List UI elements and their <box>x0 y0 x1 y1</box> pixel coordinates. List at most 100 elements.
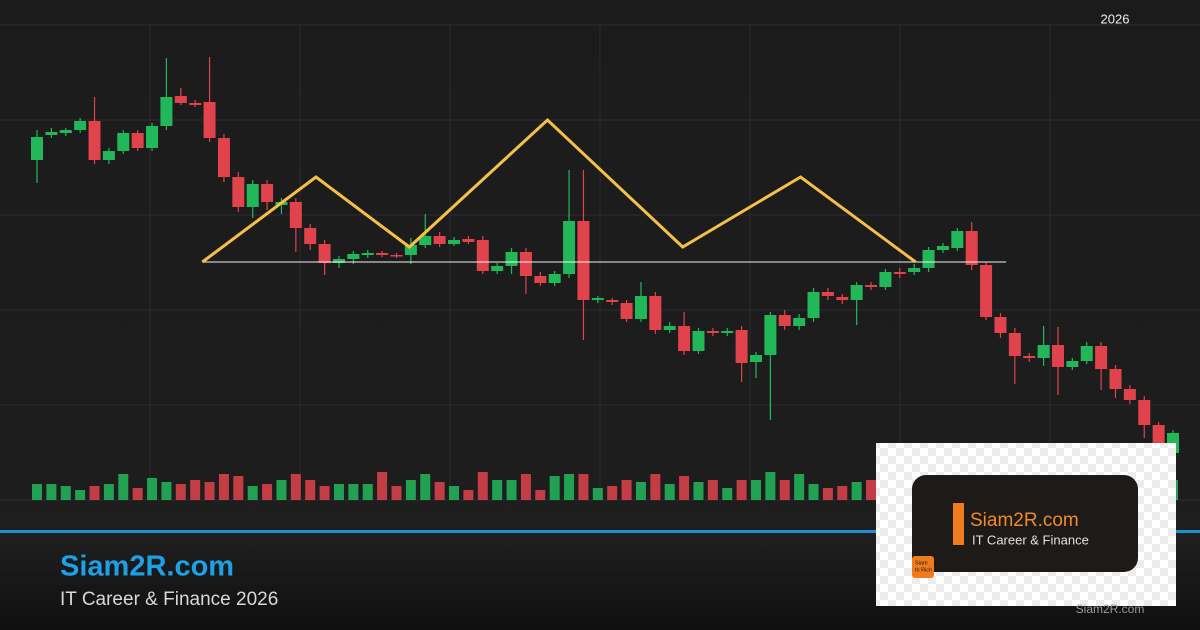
candle-body <box>74 121 87 130</box>
candle-body <box>376 253 389 255</box>
candle-body <box>189 103 202 105</box>
candle-body <box>433 236 446 244</box>
volume-bar <box>564 474 575 500</box>
volume-bar <box>32 484 42 500</box>
candle-body <box>951 231 964 248</box>
volume-bar <box>276 480 287 500</box>
volume-bar <box>607 486 618 500</box>
volume-bar <box>118 474 129 500</box>
candle-body <box>476 240 489 271</box>
volume-bar <box>463 490 474 500</box>
volume-bar <box>535 490 546 500</box>
card-logo-text: to Rich <box>915 567 932 573</box>
candle-body <box>893 272 906 274</box>
volume-bar <box>132 488 143 500</box>
volume-bar <box>492 480 503 500</box>
volume-bar <box>190 480 201 500</box>
candle-body <box>31 137 43 160</box>
candle-body <box>577 221 590 300</box>
candle-body <box>390 255 403 257</box>
candle-body <box>131 133 144 148</box>
candle-body <box>304 228 317 244</box>
candle-body <box>491 266 504 271</box>
candle-body <box>706 331 719 333</box>
candle-body <box>289 202 302 228</box>
volume-bar <box>377 472 388 500</box>
volume-bar <box>420 474 431 500</box>
brand-subtitle: IT Career & Finance 2026 <box>60 589 278 610</box>
candle-body <box>807 292 820 318</box>
volume-bar <box>319 486 330 500</box>
volume-bar <box>233 476 244 500</box>
candle-body <box>1023 356 1036 358</box>
candle-body <box>160 97 173 126</box>
volume-bar <box>60 486 71 500</box>
candle-body <box>649 296 662 330</box>
volume-bar <box>506 480 517 500</box>
candle-body <box>634 296 647 319</box>
volume-bar <box>751 480 761 500</box>
volume-bar <box>707 480 718 500</box>
candle-body <box>102 151 115 160</box>
volume-bar <box>391 486 402 500</box>
volume-bar <box>765 472 776 500</box>
volume-bar <box>851 482 862 500</box>
volume-bar <box>520 474 531 500</box>
volume-bar <box>693 482 704 500</box>
candle-body <box>1008 333 1021 356</box>
volume-bar <box>147 478 158 500</box>
candle-body <box>1138 400 1151 425</box>
candle-body <box>548 274 561 283</box>
candle-body <box>764 315 777 355</box>
candle-body <box>505 252 518 266</box>
candle-body <box>908 268 921 272</box>
candle-body <box>663 326 676 330</box>
candle-body <box>821 292 834 296</box>
candle-body <box>1051 345 1064 367</box>
candle-body <box>448 240 461 244</box>
candle-body <box>347 254 360 259</box>
candle-body <box>534 276 547 283</box>
candle-body <box>318 244 331 263</box>
volume-bar <box>621 480 632 500</box>
card-subtitle: IT Career & Finance <box>972 532 1089 547</box>
candle-body <box>1123 389 1136 400</box>
candle-body <box>203 102 216 138</box>
volume-bar <box>592 488 603 500</box>
candle-body <box>980 265 993 317</box>
volume-bar <box>362 484 373 500</box>
candle-body <box>361 253 374 255</box>
volume-bar <box>449 486 460 500</box>
candle-body <box>836 297 849 300</box>
volume-bar <box>808 484 819 500</box>
volume-bar <box>837 486 848 500</box>
volume-bar <box>305 480 316 500</box>
volume-bar <box>204 482 215 500</box>
candle-body <box>678 326 691 351</box>
volume-bar <box>736 480 747 500</box>
volume-bar <box>650 474 661 500</box>
card-accent <box>953 503 964 545</box>
candle-body <box>332 259 345 263</box>
volume-bar <box>161 482 172 500</box>
volume-bar <box>405 480 416 500</box>
candle-body <box>146 126 159 148</box>
volume-bar <box>434 482 445 500</box>
volume-bar <box>348 484 359 500</box>
candle-body <box>606 300 619 302</box>
candle-body <box>1080 346 1093 361</box>
candle-body <box>404 245 417 255</box>
candle-body <box>88 121 101 160</box>
pattern-line <box>201 117 917 264</box>
candle-body <box>59 130 72 133</box>
candle-body <box>922 250 935 268</box>
volume-bar <box>866 480 877 500</box>
candle-body <box>750 355 762 362</box>
volume-bar <box>218 474 229 500</box>
candle-body <box>1066 361 1079 367</box>
card-logo <box>912 556 934 578</box>
volume-bar <box>247 486 258 500</box>
volume-bar <box>722 488 733 500</box>
candle-body <box>879 272 892 287</box>
